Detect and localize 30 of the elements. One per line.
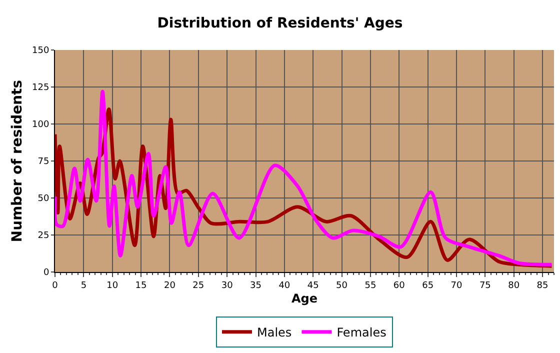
x-tick-label: 50 bbox=[336, 280, 348, 291]
x-tick-label: 55 bbox=[364, 280, 376, 291]
x-tick-label: 0 bbox=[52, 280, 58, 291]
x-tick-label: 30 bbox=[221, 280, 234, 291]
chart-title: Distribution of Residents' Ages bbox=[157, 15, 403, 32]
x-tick-label: 45 bbox=[307, 280, 319, 291]
x-tick-label: 10 bbox=[106, 280, 118, 291]
y-tick-label: 50 bbox=[38, 194, 50, 204]
y-tick-label: 150 bbox=[32, 46, 50, 56]
x-tick-label: 15 bbox=[135, 280, 147, 291]
y-tick-label: 125 bbox=[32, 83, 50, 94]
x-tick-label: 65 bbox=[422, 280, 434, 291]
x-tick-label: 85 bbox=[536, 280, 548, 291]
y-axis-title: Number of residents bbox=[10, 80, 26, 242]
y-tick-label: 100 bbox=[32, 120, 50, 130]
y-tick-label: 75 bbox=[38, 157, 50, 168]
y-tick-label: 25 bbox=[38, 231, 50, 242]
x-tick-label: 60 bbox=[393, 280, 406, 291]
x-axis-title: Age bbox=[291, 292, 318, 306]
x-tick-label: 80 bbox=[508, 280, 520, 291]
legend-label: Females bbox=[336, 326, 386, 340]
x-tick-label: 70 bbox=[450, 280, 462, 291]
x-tick-label: 35 bbox=[250, 280, 262, 291]
x-tick-label: 5 bbox=[80, 280, 87, 291]
x-tick-label: 40 bbox=[278, 280, 290, 291]
x-tick-label: 25 bbox=[192, 280, 204, 291]
y-tick-label: 0 bbox=[43, 268, 50, 278]
legend-label: Males bbox=[257, 326, 292, 340]
x-tick-label: 20 bbox=[164, 280, 176, 291]
x-tick-label: 75 bbox=[479, 280, 491, 291]
